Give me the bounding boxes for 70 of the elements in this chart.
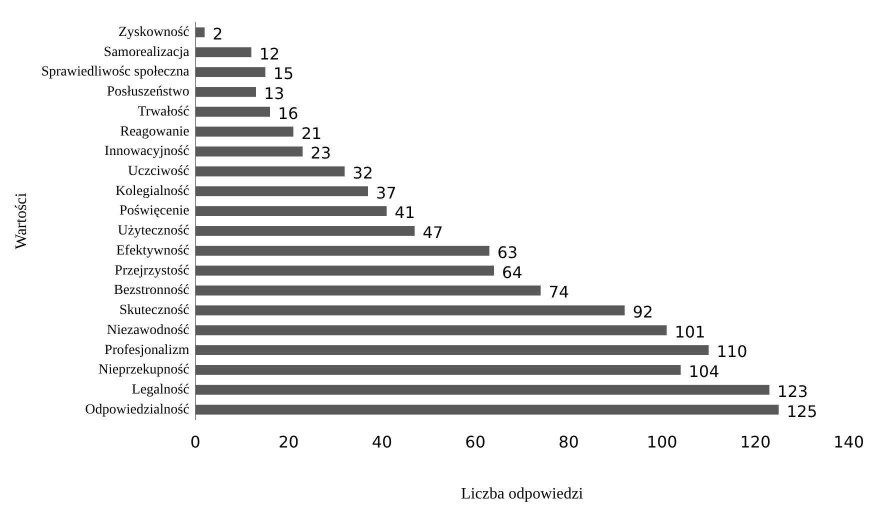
data-label: 23 (310, 144, 332, 163)
y-tick-label: Reagowanie (120, 124, 190, 140)
bar (195, 305, 625, 316)
data-label: 47 (422, 223, 444, 242)
y-tick-label: Profesjonalizm (104, 342, 190, 358)
data-label: 104 (688, 362, 720, 382)
bar (195, 286, 541, 296)
bar (195, 384, 770, 395)
y-tick-label: Efektywność (116, 243, 190, 258)
y-tick-label: Kolegialność (115, 184, 190, 199)
y-tick-label: Bezstronność (114, 283, 190, 298)
data-label: 63 (497, 242, 518, 262)
y-tick-label: Sprawiedliwośc społeczna (41, 64, 190, 80)
x-tick-label: 0 (190, 432, 200, 452)
y-tick-label: Odpowiedzialność (85, 402, 190, 418)
bar (195, 404, 779, 415)
bar (195, 325, 667, 336)
data-label: 123 (777, 382, 808, 401)
bar (195, 266, 494, 276)
y-tick-label: Samorealizacja (104, 44, 190, 60)
x-tick-label: 60 (465, 432, 486, 452)
bar (195, 106, 270, 117)
x-tick-label: 40 (372, 432, 392, 452)
data-label: 15 (273, 64, 294, 84)
data-label: 110 (716, 342, 748, 362)
y-tick-label: Poświęcenie (119, 204, 190, 219)
y-tick-label: Nieprzekupność (98, 362, 190, 378)
y-tick-label: Uczciwość (128, 164, 190, 180)
bar (195, 226, 415, 236)
x-tick-label: 120 (740, 432, 771, 452)
bar (195, 206, 387, 216)
x-tick-label: 100 (646, 432, 678, 452)
data-label: 101 (674, 322, 706, 342)
y-axis-title: Wartości (12, 192, 30, 250)
data-label: 74 (548, 282, 570, 302)
data-label: 2 (212, 24, 223, 44)
bar (195, 345, 709, 356)
y-tick-label: Niezawodność (106, 322, 190, 338)
bar (195, 166, 345, 176)
x-tick-label: 80 (558, 432, 579, 452)
y-tick-label: Użyteczność (118, 224, 190, 239)
y-tick-label: Posłuszeństwo (106, 84, 190, 100)
data-label: 92 (632, 302, 654, 322)
data-label: 21 (301, 124, 322, 143)
data-label: 125 (786, 402, 818, 421)
data-label: 37 (376, 183, 396, 202)
data-label: 32 (352, 164, 374, 183)
bar (195, 47, 252, 58)
bar (195, 186, 368, 196)
data-label: 13 (264, 84, 284, 104)
bar (195, 27, 205, 38)
y-tick-label: Przejrzystość (114, 263, 190, 278)
x-tick-label: 140 (833, 432, 864, 452)
y-tick-label: Legalność (132, 382, 190, 398)
y-tick-label: Skuteczność (119, 303, 190, 318)
bar (195, 246, 490, 256)
data-label: 41 (394, 203, 416, 222)
data-label: 64 (502, 262, 522, 282)
bar (195, 86, 256, 97)
data-label: 12 (259, 44, 280, 64)
bar (195, 364, 681, 375)
bar (195, 126, 294, 137)
data-label: 16 (278, 104, 298, 123)
y-tick-label: Innowacyjność (104, 144, 190, 160)
bar (195, 67, 266, 78)
y-tick-label: Trwałość (138, 104, 190, 120)
x-tick-label: 20 (278, 432, 299, 452)
bar (195, 146, 303, 156)
y-tick-label: Zyskowność (118, 25, 190, 40)
x-axis-title: Liczba odpowiedzi (460, 486, 584, 503)
